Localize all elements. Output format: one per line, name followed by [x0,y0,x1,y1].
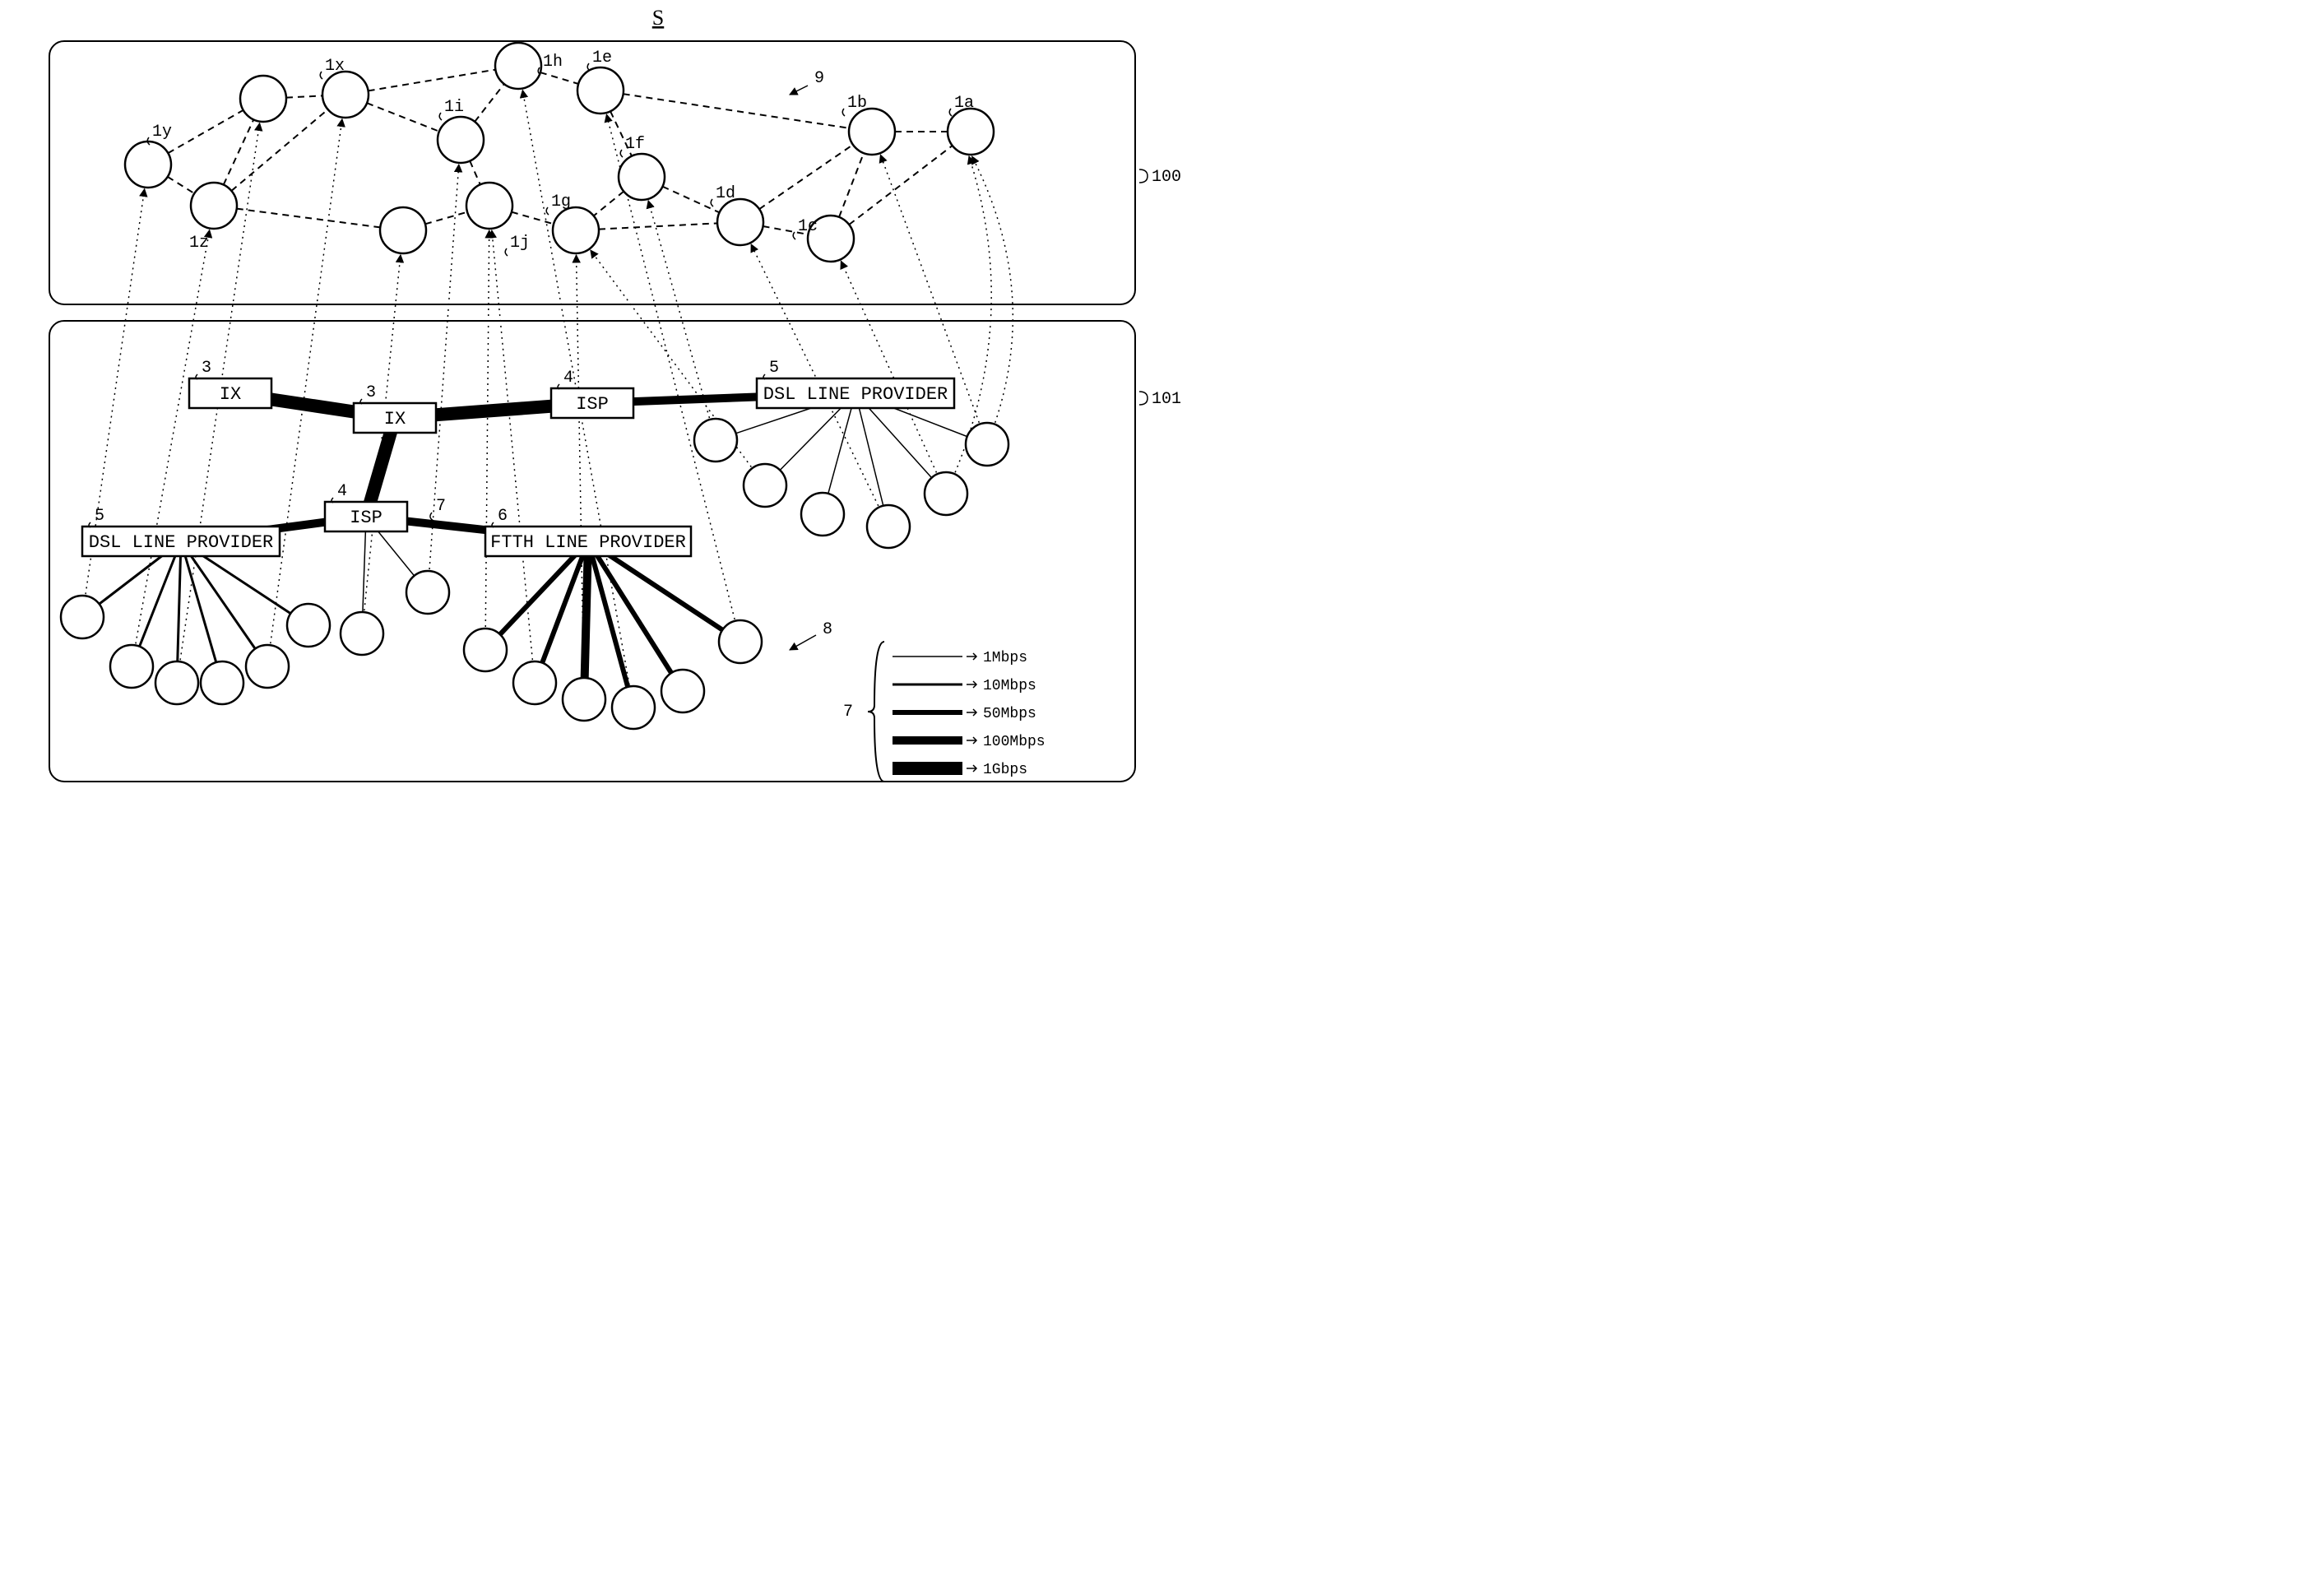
svg-text:1f: 1f [625,135,645,154]
svg-text:1d: 1d [716,184,735,203]
svg-text:ISP: ISP [350,508,383,528]
svg-text:1c: 1c [798,217,818,236]
svg-text:1j: 1j [510,234,530,253]
svg-text:10Mbps: 10Mbps [983,678,1036,694]
svg-text:1x: 1x [325,57,345,76]
svg-text:DSL LINE PROVIDER: DSL LINE PROVIDER [89,532,273,553]
svg-text:7: 7 [436,497,446,516]
svg-text:6: 6 [498,507,508,526]
svg-text:101: 101 [1152,390,1181,409]
svg-text:1i: 1i [444,98,464,117]
svg-text:9: 9 [814,69,824,88]
svg-text:7: 7 [843,703,853,721]
svg-text:FTTH LINE PROVIDER: FTTH LINE PROVIDER [490,532,686,553]
svg-text:1Mbps: 1Mbps [983,650,1027,666]
svg-text:5: 5 [769,359,779,378]
svg-text:1z: 1z [189,234,209,253]
svg-text:1h: 1h [543,53,563,72]
svg-text:1y: 1y [152,123,172,142]
svg-text:1a: 1a [954,94,974,113]
svg-text:1Gbps: 1Gbps [983,762,1027,778]
svg-text:4: 4 [337,482,347,501]
svg-text:4: 4 [563,369,573,387]
svg-text:ISP: ISP [576,394,609,415]
svg-text:100Mbps: 100Mbps [983,734,1046,750]
svg-text:50Mbps: 50Mbps [983,706,1036,722]
svg-text:3: 3 [366,383,376,402]
svg-text:DSL LINE PROVIDER: DSL LINE PROVIDER [763,384,948,405]
svg-text:3: 3 [202,359,211,378]
svg-text:1g: 1g [551,193,571,211]
svg-text:S: S [652,6,664,30]
svg-text:5: 5 [95,507,104,526]
svg-text:IX: IX [384,409,406,429]
svg-text:1e: 1e [592,49,612,67]
svg-text:8: 8 [823,620,832,639]
svg-text:IX: IX [220,384,241,405]
svg-text:1b: 1b [847,94,867,113]
svg-text:100: 100 [1152,168,1181,187]
